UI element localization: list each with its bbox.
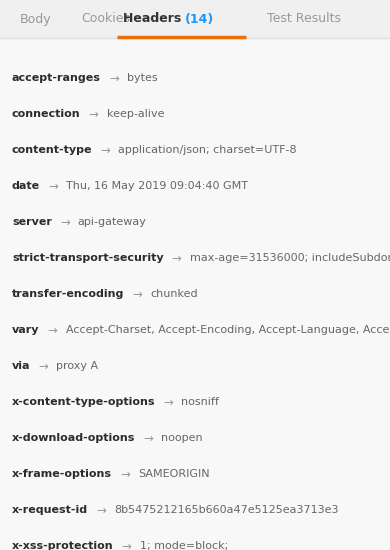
Text: 1; mode=block;: 1; mode=block; — [140, 541, 228, 550]
Text: →: → — [89, 107, 99, 120]
Text: →: → — [39, 360, 48, 372]
Text: Body: Body — [19, 13, 51, 25]
Text: bytes: bytes — [127, 73, 158, 83]
Text: transfer-encoding: transfer-encoding — [12, 289, 124, 299]
Text: x-request-id: x-request-id — [12, 505, 88, 515]
Text: proxy A: proxy A — [57, 361, 99, 371]
Text: →: → — [122, 540, 131, 550]
Text: x-xss-protection: x-xss-protection — [12, 541, 113, 550]
Text: x-download-options: x-download-options — [12, 433, 135, 443]
Text: max-age=31536000; includeSubdomains;: max-age=31536000; includeSubdomains; — [190, 253, 390, 263]
Text: Thu, 16 May 2019 09:04:40 GMT: Thu, 16 May 2019 09:04:40 GMT — [66, 181, 248, 191]
Text: application/json; charset=UTF-8: application/json; charset=UTF-8 — [119, 145, 297, 155]
Text: 8b5475212165b660a47e5125ea3713e3: 8b5475212165b660a47e5125ea3713e3 — [114, 505, 339, 515]
Text: nosniff: nosniff — [181, 397, 219, 407]
Text: (14): (14) — [185, 13, 215, 25]
Text: content-type: content-type — [12, 145, 92, 155]
Text: →: → — [109, 72, 119, 85]
Text: vary: vary — [12, 325, 39, 335]
Text: Cookies: Cookies — [81, 13, 130, 25]
Text: →: → — [132, 288, 142, 300]
Text: accept-ranges: accept-ranges — [12, 73, 101, 83]
Text: →: → — [48, 179, 58, 192]
Text: →: → — [60, 216, 70, 228]
Text: →: → — [96, 503, 106, 516]
Text: connection: connection — [12, 109, 81, 119]
Text: SAMEORIGIN: SAMEORIGIN — [138, 469, 210, 479]
Text: server: server — [12, 217, 52, 227]
Text: →: → — [120, 468, 130, 481]
Text: →: → — [172, 251, 181, 265]
Bar — [0, 0, 390, 38]
Text: →: → — [101, 144, 110, 157]
Text: strict-transport-security: strict-transport-security — [12, 253, 164, 263]
Text: →: → — [48, 323, 57, 337]
Text: keep-alive: keep-alive — [106, 109, 164, 119]
Text: →: → — [144, 432, 153, 444]
Text: Test Results: Test Results — [267, 13, 341, 25]
Text: Accept-Charset, Accept-Encoding, Accept-Language, Accept: Accept-Charset, Accept-Encoding, Accept-… — [66, 325, 390, 335]
Text: api-gateway: api-gateway — [78, 217, 147, 227]
Text: chunked: chunked — [151, 289, 198, 299]
Text: Headers: Headers — [122, 13, 185, 25]
Text: date: date — [12, 181, 40, 191]
Text: via: via — [12, 361, 30, 371]
Text: →: → — [163, 395, 174, 409]
Text: noopen: noopen — [161, 433, 203, 443]
Text: x-content-type-options: x-content-type-options — [12, 397, 156, 407]
Text: x-frame-options: x-frame-options — [12, 469, 112, 479]
